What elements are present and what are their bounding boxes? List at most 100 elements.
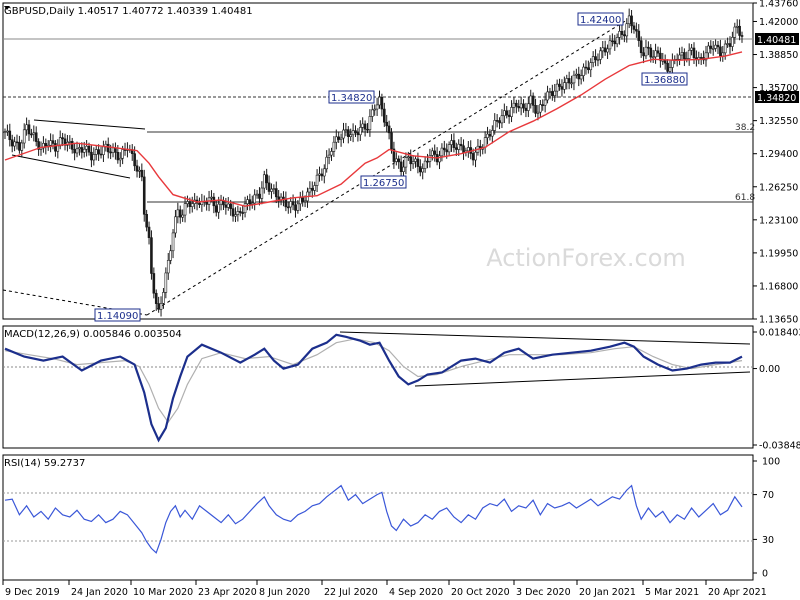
candle-body [8,130,12,141]
candle-body [606,48,609,53]
svg-text:1.14090: 1.14090 [97,311,138,322]
price-y-tick-label: 1.26250 [759,182,798,193]
candle-body [342,129,345,139]
candle-body [315,174,319,186]
macd-y-tick-label: -0.038483 [759,441,800,452]
candle-body [37,141,40,150]
candle-body [205,201,208,205]
candle-body [543,99,547,106]
candle-body [80,147,84,153]
candle-body [320,173,324,177]
candle-body [30,133,33,136]
candle-body [565,78,569,83]
candle-body [332,141,336,152]
x-tick-label: 8 Jun 2020 [259,587,310,598]
candle-body [654,50,657,58]
candle-body [714,44,717,49]
candle-body [627,15,631,25]
candle-body [145,214,148,228]
candle-body [512,102,516,108]
candle-body [296,203,300,211]
candle-body [522,103,525,109]
candle-body [603,47,607,53]
candle-body [243,203,247,214]
candle-body [711,48,715,50]
candle-body [183,203,187,216]
candle-body [443,147,446,151]
candle-body [635,29,638,32]
candle-body [399,161,403,172]
candle-body [260,187,264,199]
candle-body [142,176,146,215]
candle-body [731,37,734,47]
candle-body [383,108,386,123]
candle-body [510,107,513,117]
date-x-axis: 9 Dec 2019 24 Jan 2020 10 Mar 2020 23 Apr 2… [2,580,767,598]
price-label-142400: 1.42400 [577,12,624,26]
macd-y-tick-label: 0.00 [759,364,780,375]
candle-body [85,145,88,150]
rsi-y-tick-label: 0 [762,569,768,580]
moving-average-line [4,51,743,207]
candle-body [10,139,14,147]
candle-body [529,95,533,105]
candle-body [214,205,218,213]
candle-body [613,40,617,45]
price-label-136880: 1.36880 [641,72,688,86]
svg-text:1.34820: 1.34820 [757,93,796,104]
macd-upper-trendline [339,331,751,345]
candle-body [575,73,578,76]
candle-body [380,96,384,110]
rsi-line [4,484,743,554]
rsi-panel-header: RSI(14) 59.2737 [4,458,85,469]
candle-body [740,35,744,37]
menu-triangle-icon[interactable] [4,6,10,10]
candle-body [90,151,93,161]
candle-body [111,147,115,153]
candle-body [728,43,732,47]
candle-body [330,151,333,156]
candle-body [637,30,641,41]
candle-body [402,166,405,172]
candle-body [527,103,530,111]
candle-body [42,143,45,149]
macd-panel-frame [2,325,754,449]
candle-body [226,203,230,208]
macd-lower-trendline [414,371,751,387]
candle-body [322,168,326,177]
candle-body [536,111,540,114]
candle-body [313,185,316,191]
macd-y-axis: 0.018403 0.00 -0.038483 [753,328,800,452]
price-y-tick-label: 1.32550 [759,116,798,127]
candle-body [356,132,360,136]
candle-body [22,129,26,144]
candle-body [587,67,590,71]
candle-body [599,50,602,60]
candle-body [623,34,626,37]
candle-body [661,60,665,62]
candle-body [87,145,91,153]
fib-618-label: 61.8 [735,193,755,203]
candle-body [272,188,276,190]
price-y-tick-label: 1.13650 [759,315,798,326]
candle-body [625,23,629,37]
x-tick-label: 24 Jan 2020 [71,587,128,598]
svg-text:1.34820: 1.34820 [331,93,372,104]
candle-body [234,214,237,217]
candle-body [378,96,381,106]
candle-body [236,211,240,215]
candle-body [421,168,425,173]
uptrend-dashed-line [146,19,628,316]
candle-body [152,273,156,294]
svg-text:1.26750: 1.26750 [363,178,404,189]
candle-body [493,120,497,131]
candle-body [231,208,235,217]
candle-body [298,197,302,205]
candle-body [699,57,703,59]
candle-body [579,75,583,80]
candle-body [541,104,545,106]
candle-body [385,121,389,127]
candle-body [558,83,561,87]
price-label-114090: 1.14090 [94,308,141,322]
candle-body [570,82,573,85]
